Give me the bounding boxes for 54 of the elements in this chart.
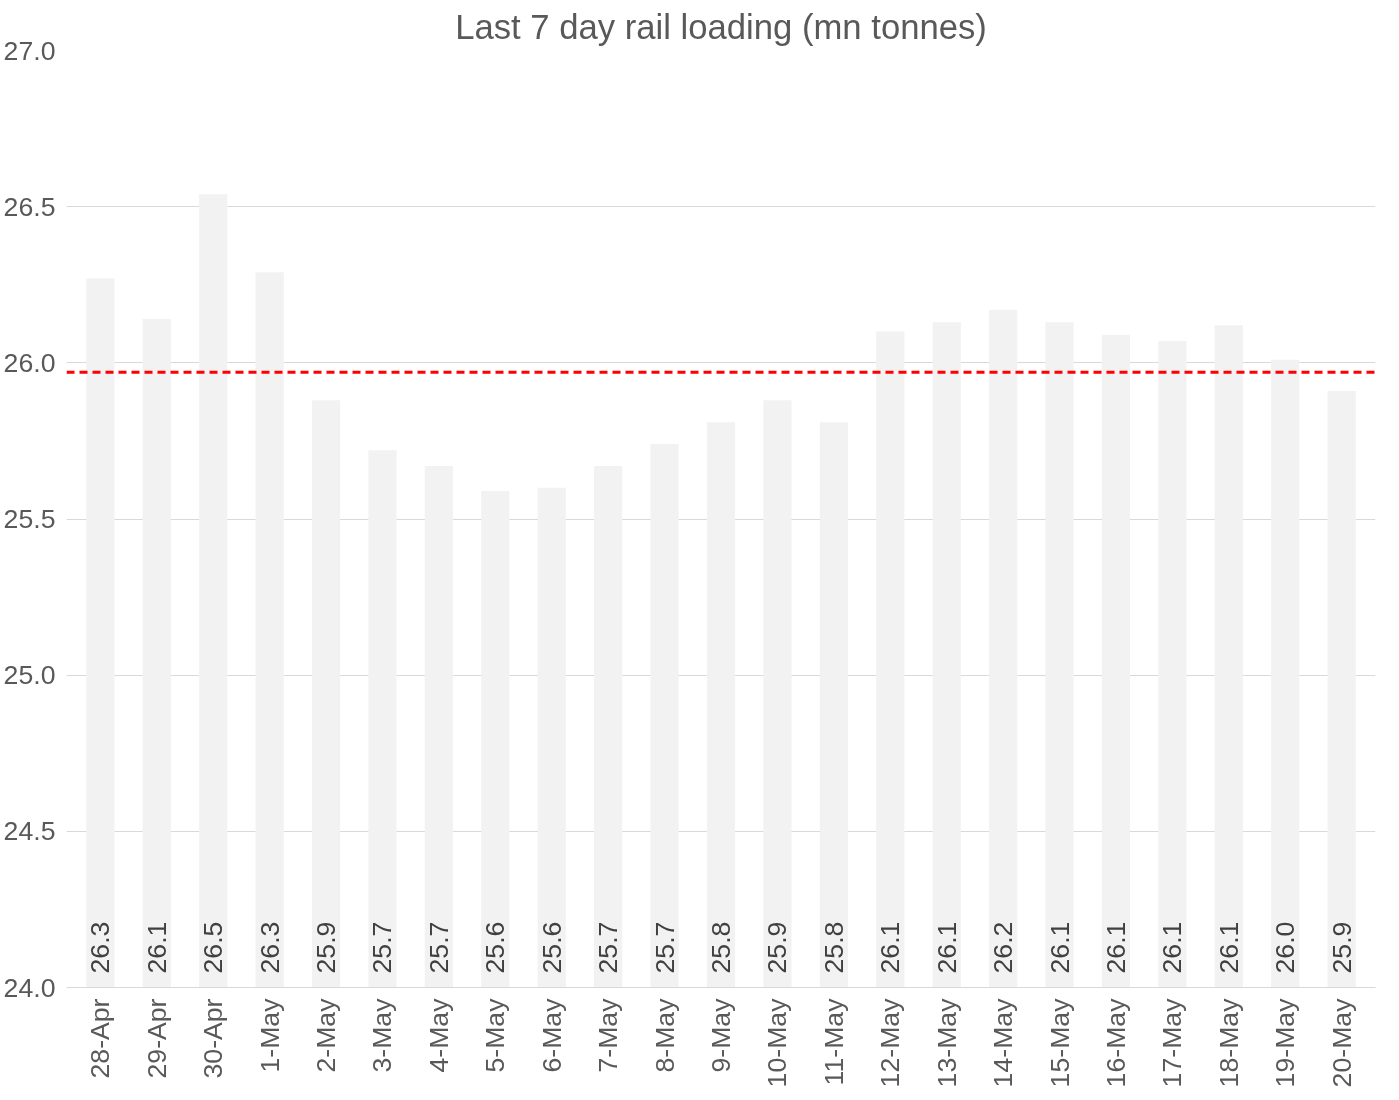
x-tick-label: 10-May	[762, 997, 793, 1088]
x-tick-label: 16-May	[1100, 997, 1131, 1088]
data-label: 26.0	[1270, 921, 1301, 974]
x-tick-label: 17-May	[1157, 997, 1188, 1088]
y-tick-label: 26.0	[3, 347, 56, 378]
y-tick-label: 26.5	[3, 191, 56, 222]
data-label: 26.3	[85, 921, 116, 974]
chart-title: Last 7 day rail loading (mn tonnes)	[455, 7, 987, 46]
data-label: 26.5	[198, 921, 229, 974]
y-tick-label: 25.0	[3, 660, 56, 691]
data-label: 25.9	[762, 921, 793, 974]
x-tick-label: 6-May	[536, 997, 567, 1073]
x-tick-label: 30-Apr	[198, 998, 229, 1079]
data-label: 25.9	[311, 921, 342, 974]
data-label: 26.1	[1100, 921, 1131, 974]
x-tick-label: 28-Apr	[85, 998, 116, 1079]
data-label: 25.9	[1326, 921, 1357, 974]
data-label: 25.7	[367, 921, 398, 974]
data-label: 26.1	[875, 921, 906, 974]
data-label: 25.7	[649, 921, 680, 974]
data-label: 25.8	[706, 921, 736, 974]
x-tick-label: 12-May	[875, 997, 906, 1088]
y-tick-label: 24.5	[3, 816, 56, 847]
data-label: 26.1	[1213, 921, 1244, 974]
x-tick-label: 7-May	[593, 997, 624, 1073]
data-label: 26.1	[1044, 921, 1075, 974]
x-tick-label: 4-May	[423, 997, 454, 1073]
data-label: 25.6	[536, 921, 567, 974]
x-tick-label: 9-May	[706, 997, 736, 1073]
y-tick-label: 25.5	[3, 504, 56, 534]
x-tick-label: 19-May	[1270, 997, 1301, 1088]
x-tick-label: 5-May	[480, 997, 511, 1073]
x-tick-label: 2-May	[311, 997, 342, 1073]
data-label: 26.1	[141, 921, 172, 974]
x-tick-label: 13-May	[931, 997, 962, 1088]
data-label: 26.1	[1157, 921, 1188, 974]
data-label: 25.7	[423, 921, 454, 974]
x-tick-label: 20-May	[1326, 997, 1357, 1088]
x-tick-label: 18-May	[1213, 997, 1244, 1088]
x-tick-label: 3-May	[367, 997, 398, 1073]
data-label: 26.3	[254, 921, 285, 974]
x-tick-label: 15-May	[1044, 997, 1075, 1088]
x-tick-label: 11-May	[818, 997, 849, 1086]
data-label: 25.8	[818, 921, 849, 974]
y-tick-label: 24.0	[3, 972, 56, 1003]
y-tick-label: 27.0	[3, 35, 56, 66]
data-label: 25.6	[480, 921, 511, 974]
data-label: 26.1	[931, 921, 962, 974]
x-tick-label: 29-Apr	[141, 998, 172, 1079]
x-tick-label: 1-May	[254, 997, 285, 1073]
x-tick-label: 8-May	[649, 997, 680, 1073]
data-label: 26.2	[988, 921, 1019, 974]
x-tick-label: 14-May	[988, 997, 1019, 1088]
data-label: 25.7	[593, 921, 624, 974]
